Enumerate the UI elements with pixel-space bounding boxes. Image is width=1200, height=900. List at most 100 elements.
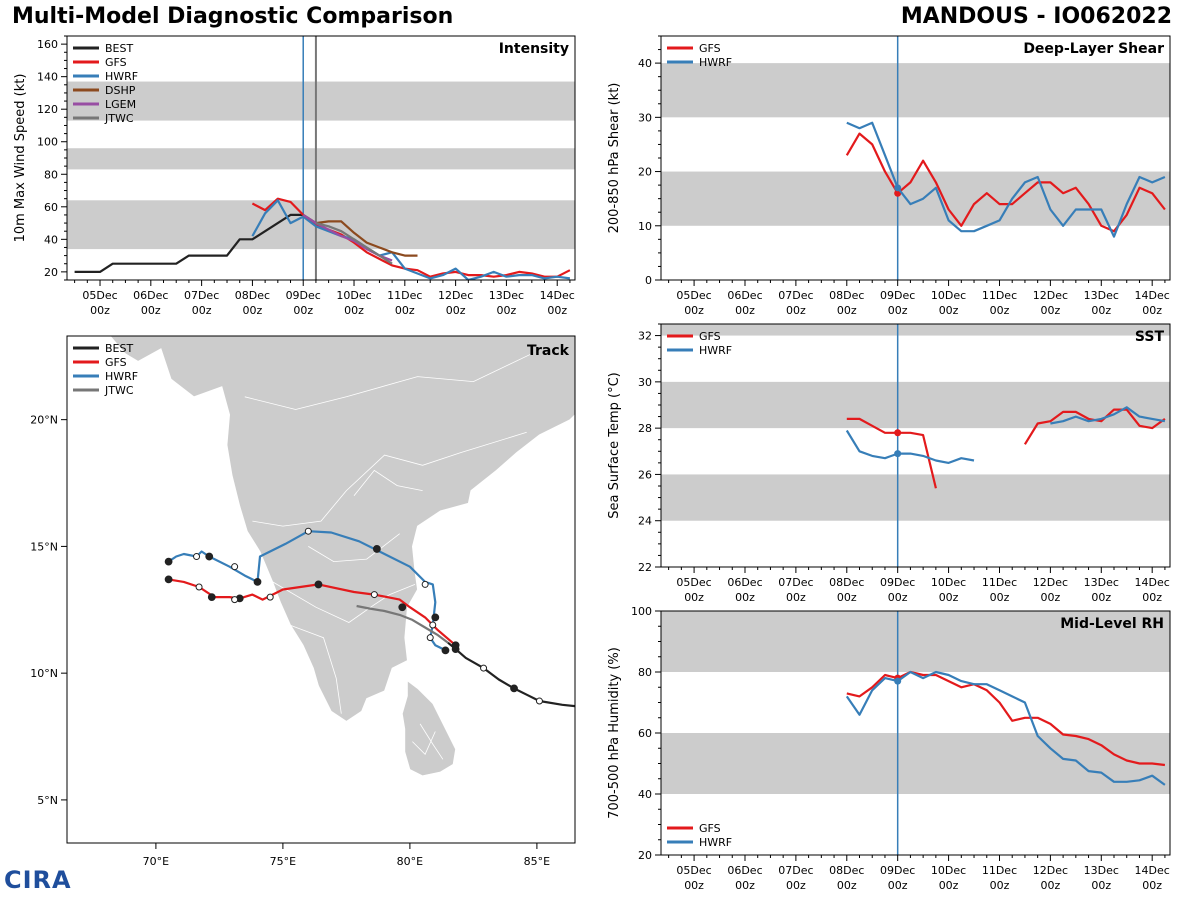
x-tick-label-date: 08Dec	[235, 289, 270, 302]
track-point-hwrf	[304, 527, 312, 535]
y-tick-label: 60	[44, 201, 58, 214]
plot-frame	[66, 35, 576, 281]
panel-track: 70°E 75°E 80°E 85°E 5°N 10°N 15°N 20°N Track BEST…	[30, 335, 576, 868]
state-border	[419, 723, 444, 760]
y-tick-label: 22	[638, 561, 652, 574]
y-tick-label: 20	[638, 849, 652, 862]
y-tick-label: 10°N	[30, 667, 58, 680]
x-tick-label: 70°E	[143, 855, 169, 868]
legend-label-gfs: GFS	[105, 56, 127, 69]
y-tick-label: 100	[37, 136, 58, 149]
track-point-hwrf	[421, 580, 429, 588]
track-point-gfs	[164, 575, 173, 584]
x-tick-label-date: 09Dec	[880, 576, 915, 589]
x-tick-label-hour: 00z	[888, 304, 908, 317]
legend-label-gfs: GFS	[699, 42, 721, 55]
x-tick-label-date: 12Dec	[1033, 576, 1068, 589]
state-border	[308, 533, 400, 563]
x-tick-label-hour: 00z	[888, 591, 908, 604]
x-tick-label-date: 11Dec	[387, 289, 422, 302]
plot-frame	[660, 323, 1171, 568]
track-line-best	[447, 641, 575, 708]
x-tick-label-hour: 00z	[1040, 879, 1060, 892]
track-point-gfs	[314, 580, 323, 589]
y-tick-label: 30	[638, 111, 652, 124]
y-tick-label: 0	[645, 274, 652, 287]
series-line-gfs	[846, 417, 937, 489]
x-tick-label-hour: 00z	[735, 591, 755, 604]
x-tick-label-date: 07Dec	[778, 864, 813, 877]
y-tick-label: 5°N	[37, 794, 58, 807]
analysis-point-hwrf	[894, 677, 902, 685]
panel-shear: 0 10 20 30 40 05Dec 00z 06Dec 00z 07Dec 00z 08Dec 00…	[607, 35, 1171, 317]
y-axis-label: 200-850 hPa Shear (kt)	[607, 83, 622, 234]
x-tick-label-date: 06Dec	[727, 576, 762, 589]
x-tick-label-date: 08Dec	[829, 289, 864, 302]
y-axis-label: 10m Max Wind Speed (kt)	[13, 74, 28, 243]
y-tick-label: 32	[638, 330, 652, 343]
track-line-jtwc	[356, 604, 449, 644]
x-tick-label-hour: 00z	[395, 304, 415, 317]
x-tick-label-date: 10Dec	[336, 289, 371, 302]
state-border	[282, 622, 342, 714]
x-tick-label-hour: 00z	[837, 879, 857, 892]
x-tick-label-hour: 00z	[888, 879, 908, 892]
y-tick-label: 80	[44, 168, 58, 181]
y-tick-label: 24	[638, 515, 652, 528]
x-tick-label-date: 11Dec	[982, 864, 1017, 877]
legend-label-hwrf: HWRF	[105, 370, 138, 383]
track-point-hwrf	[231, 563, 239, 571]
x-tick-label-date: 10Dec	[931, 576, 966, 589]
series-group	[845, 406, 1166, 489]
track-point-gfs	[231, 596, 239, 604]
track-point-hwrf	[193, 553, 201, 561]
x-tick-label-hour: 00z	[684, 591, 704, 604]
x-tick-label-hour: 00z	[192, 304, 212, 317]
shaded-band	[661, 324, 1170, 336]
x-tick-label-hour: 00z	[141, 304, 161, 317]
shaded-band	[67, 148, 575, 170]
x-tick-label-hour: 00z	[497, 304, 517, 317]
legend-label-hwrf: HWRF	[105, 70, 138, 83]
series-line-hwrf	[251, 199, 571, 280]
series-line-hwrf	[1050, 406, 1166, 425]
x-tick-label: 80°E	[397, 855, 423, 868]
track-point-best	[535, 697, 543, 705]
legend-label-gfs: GFS	[699, 330, 721, 343]
panel-intensity: 20 40 60 80 100 120 140 160 05Dec 00z 06Dec 00z 07De…	[13, 35, 576, 317]
x-tick-label: 85°E	[524, 855, 550, 868]
legend-label-lgem: LGEM	[105, 98, 136, 111]
analysis-point-hwrf	[894, 450, 902, 458]
track-point-gfs	[195, 583, 203, 591]
analysis-point-hwrf	[894, 184, 902, 192]
y-tick-label: 40	[638, 788, 652, 801]
x-tick-label-hour: 00z	[1040, 304, 1060, 317]
x-tick-label-hour: 00z	[786, 304, 806, 317]
shaded-band	[661, 474, 1170, 521]
track-point-hwrf	[372, 545, 381, 553]
x-tick-label-date: 07Dec	[184, 289, 219, 302]
x-tick-label-date: 14Dec	[1135, 864, 1170, 877]
y-tick-label: 80	[638, 666, 652, 679]
x-tick-label-date: 08Dec	[829, 576, 864, 589]
x-tick-label-hour: 00z	[837, 591, 857, 604]
track-point-hwrf	[164, 557, 173, 566]
track-point-hwrf	[441, 646, 450, 655]
track-point-hwrf	[431, 613, 440, 622]
state-border	[412, 731, 436, 755]
x-tick-label-date: 09Dec	[880, 289, 915, 302]
x-tick-label-date: 13Dec	[489, 289, 524, 302]
x-tick-label-hour: 00z	[243, 304, 263, 317]
y-axis-label: 700-500 hPa Humidity (%)	[607, 647, 622, 819]
legend-label-hwrf: HWRF	[699, 344, 732, 357]
state-border	[252, 431, 527, 527]
x-tick-label-hour: 00z	[990, 304, 1010, 317]
x-tick-label-hour: 00z	[1091, 591, 1111, 604]
legend-label-dshp: DSHP	[105, 84, 136, 97]
track-point-hwrf	[426, 634, 434, 642]
x-tick-label-date: 05Dec	[676, 289, 711, 302]
x-tick-label-date: 13Dec	[1084, 576, 1119, 589]
x-tick-label-hour: 00z	[1040, 591, 1060, 604]
x-tick-label-date: 12Dec	[1033, 864, 1068, 877]
series-line-hwrf	[845, 429, 975, 464]
